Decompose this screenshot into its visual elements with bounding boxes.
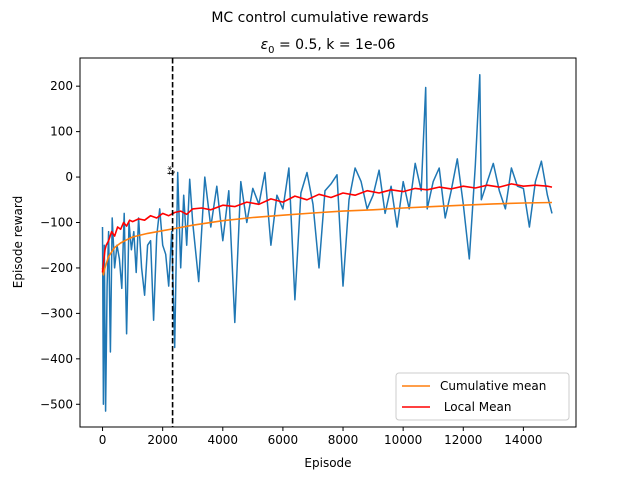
x-tick-label: 2000	[147, 433, 178, 447]
axes-title-rest: = 0.5, k = 1e-06	[275, 37, 396, 53]
y-tick-label: −500	[40, 397, 73, 411]
legend-label-cumulative: Cumulative mean	[440, 379, 546, 393]
y-axis-label: Episode reward	[11, 196, 25, 289]
y-tick-label: 200	[50, 79, 73, 93]
x-tick-label: 8000	[328, 433, 359, 447]
axes-title-epsilon: ε	[261, 37, 269, 53]
y-tick-label: −100	[40, 216, 73, 230]
axes-frame	[79, 57, 577, 428]
x-tick-label: 12000	[444, 433, 482, 447]
y-tick-label: 100	[50, 125, 73, 139]
legend-box	[395, 372, 570, 421]
y-ticks: −500 −400 −300 −200 −100 0 100 200	[40, 79, 80, 411]
y-tick-label: −200	[40, 261, 73, 275]
series-line-local	[101, 183, 553, 273]
x-axis-label: Episode	[304, 456, 351, 470]
axes-title-subscript: 0	[268, 45, 274, 56]
x-tick-label: 10000	[384, 433, 422, 447]
x-tick-label: 4000	[208, 433, 239, 447]
legend: Cumulative mean Local Mean	[395, 372, 570, 421]
legend-label-local: Local Mean	[440, 400, 511, 414]
vline-layer: t*	[167, 58, 178, 427]
axes-title: ε0 = 0.5, k = 1e-06	[261, 37, 396, 56]
series-line-cumulative	[101, 201, 553, 276]
x-tick-label: 14000	[504, 433, 542, 447]
figure-suptitle: MC control cumulative rewards	[211, 10, 428, 26]
x-tick-label: 0	[99, 433, 107, 447]
x-ticks: 0 2000 4000 6000 8000 10000 12000 14000	[99, 427, 542, 447]
vline-label: t*	[167, 166, 178, 175]
series-layer	[101, 74, 553, 412]
series-line-raw	[101, 74, 553, 412]
y-tick-label: −400	[40, 352, 73, 366]
y-tick-label: 0	[65, 170, 73, 184]
y-tick-label: −300	[40, 306, 73, 320]
x-tick-label: 6000	[268, 433, 299, 447]
